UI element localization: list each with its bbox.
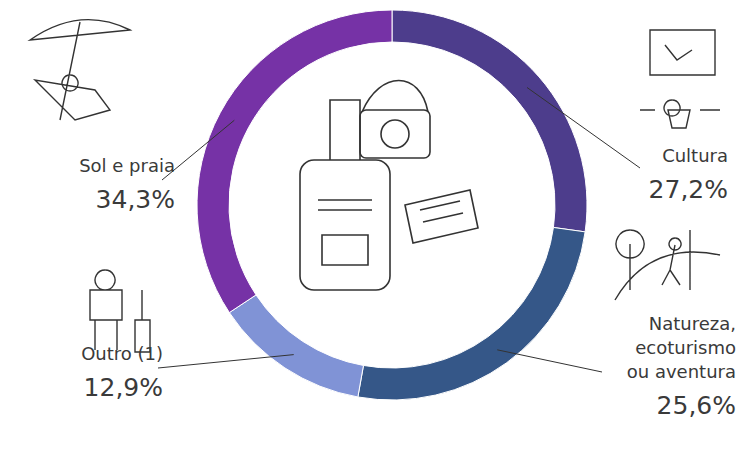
leader-line bbox=[158, 355, 294, 368]
label-line: Cultura bbox=[662, 145, 728, 166]
chart: Cultura 27,2% Natureza, ecoturismo ou aventu… bbox=[0, 0, 740, 450]
labels: Cultura 27,2% Natureza, ecoturismo ou aventu… bbox=[79, 87, 736, 420]
leader-line bbox=[527, 87, 640, 168]
slice bbox=[197, 10, 392, 313]
label-line: ecoturismo bbox=[635, 337, 736, 358]
ticket bbox=[405, 190, 478, 243]
label-line: Sol e praia bbox=[79, 155, 175, 176]
side-icons bbox=[30, 20, 720, 352]
leader-line bbox=[497, 350, 602, 372]
slice bbox=[358, 227, 585, 400]
suitcase bbox=[300, 160, 390, 290]
suitcase-handle bbox=[330, 100, 360, 160]
data-label: 25,6% bbox=[657, 391, 736, 420]
traveler-icon bbox=[90, 270, 150, 352]
camera-strap bbox=[362, 81, 428, 113]
slice bbox=[229, 295, 363, 397]
category-label: Outro (1) bbox=[81, 343, 163, 364]
category-label: Natureza, ecoturismo ou aventura bbox=[627, 313, 736, 382]
suitcase-detail bbox=[318, 200, 372, 265]
category-label: Sol e praia bbox=[79, 155, 175, 176]
label-line: Outro (1) bbox=[81, 343, 163, 364]
category-label: Cultura bbox=[662, 145, 728, 166]
beach-icon bbox=[30, 20, 130, 120]
leader-line bbox=[162, 120, 234, 180]
data-label: 12,9% bbox=[84, 373, 163, 402]
hiker-icon bbox=[615, 230, 720, 300]
data-label: 34,3% bbox=[96, 185, 175, 214]
center-icons bbox=[300, 81, 478, 291]
label-line: Natureza, bbox=[649, 313, 736, 334]
camera-lens bbox=[381, 120, 409, 148]
camera bbox=[360, 110, 430, 158]
slices bbox=[197, 10, 587, 400]
label-line: ou aventura bbox=[627, 361, 736, 382]
data-label: 27,2% bbox=[649, 175, 728, 204]
slice bbox=[392, 10, 587, 232]
museum-icon bbox=[640, 30, 720, 128]
